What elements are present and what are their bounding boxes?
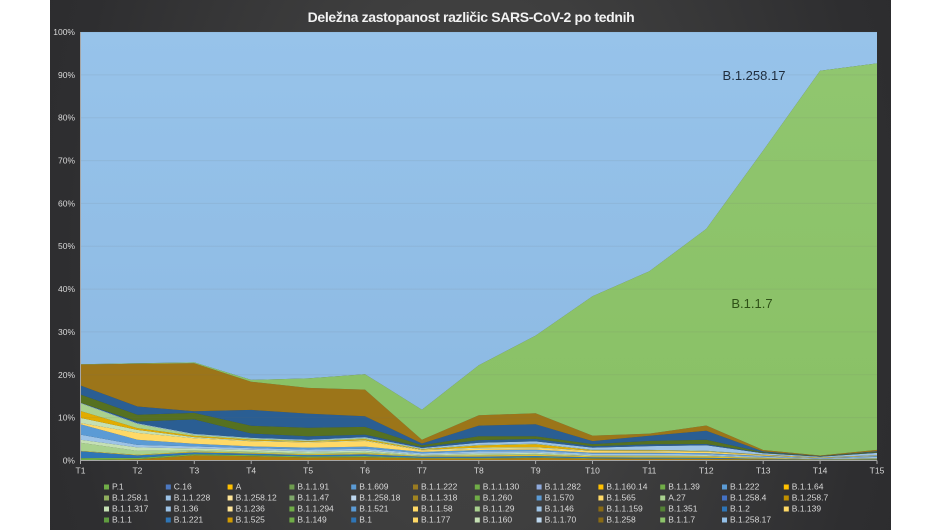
svg-text:T2: T2	[132, 466, 142, 476]
svg-text:B.1.160.14: B.1.160.14	[606, 482, 647, 492]
svg-text:B.1.1.159: B.1.1.159	[606, 504, 643, 514]
svg-text:P.1: P.1	[112, 482, 124, 492]
svg-text:T4: T4	[246, 466, 256, 476]
svg-text:T9: T9	[531, 466, 541, 476]
svg-text:10%: 10%	[58, 413, 75, 423]
svg-text:B.1.258: B.1.258	[606, 515, 636, 525]
svg-text:A: A	[236, 482, 242, 492]
svg-text:B.1.1.294: B.1.1.294	[297, 504, 334, 514]
svg-text:B.1.1.7: B.1.1.7	[668, 515, 695, 525]
svg-text:30%: 30%	[58, 327, 75, 337]
svg-text:T12: T12	[699, 466, 714, 476]
svg-text:T5: T5	[303, 466, 313, 476]
svg-text:B.1.258.7: B.1.258.7	[792, 493, 829, 503]
svg-text:B.1.570: B.1.570	[545, 493, 575, 503]
svg-text:B.1.1.58: B.1.1.58	[421, 504, 453, 514]
svg-text:B.1.1.91: B.1.1.91	[297, 482, 329, 492]
svg-text:T10: T10	[585, 466, 600, 476]
svg-text:B.1.1.70: B.1.1.70	[545, 515, 577, 525]
svg-text:T15: T15	[870, 466, 885, 476]
svg-text:B.1.2: B.1.2	[730, 504, 750, 514]
svg-text:T8: T8	[474, 466, 484, 476]
svg-text:60%: 60%	[58, 198, 75, 208]
svg-text:T6: T6	[360, 466, 370, 476]
svg-text:B.1.1.39: B.1.1.39	[668, 482, 700, 492]
svg-text:T13: T13	[756, 466, 771, 476]
svg-text:T7: T7	[417, 466, 427, 476]
svg-text:B.1.258.17: B.1.258.17	[730, 515, 771, 525]
svg-text:B.1.1.282: B.1.1.282	[545, 482, 582, 492]
svg-text:B.1.565: B.1.565	[606, 493, 636, 503]
svg-text:B.1.351: B.1.351	[668, 504, 698, 514]
svg-text:B.1.1: B.1.1	[112, 515, 132, 525]
svg-text:B.1.177: B.1.177	[421, 515, 451, 525]
svg-text:B.1.1.7: B.1.1.7	[731, 296, 772, 311]
svg-text:90%: 90%	[58, 70, 75, 80]
svg-text:0%: 0%	[63, 456, 76, 466]
svg-text:50%: 50%	[58, 241, 75, 251]
svg-text:B.1.221: B.1.221	[174, 515, 204, 525]
svg-text:B.1.149: B.1.149	[297, 515, 327, 525]
svg-text:B.1.609: B.1.609	[359, 482, 389, 492]
svg-text:B.1.1.318: B.1.1.318	[421, 493, 458, 503]
svg-text:T14: T14	[813, 466, 828, 476]
svg-text:B.1.258.17: B.1.258.17	[723, 68, 786, 83]
svg-text:B.1.160: B.1.160	[483, 515, 513, 525]
svg-text:80%: 80%	[58, 113, 75, 123]
svg-text:A.27: A.27	[668, 493, 686, 503]
svg-text:B.1.222: B.1.222	[730, 482, 760, 492]
svg-text:C.16: C.16	[174, 482, 192, 492]
svg-text:B.1.236: B.1.236	[236, 504, 266, 514]
svg-text:B.1.1.47: B.1.1.47	[297, 493, 329, 503]
svg-text:B.1.258.4: B.1.258.4	[730, 493, 767, 503]
svg-text:B.1.1.130: B.1.1.130	[483, 482, 520, 492]
svg-text:T11: T11	[642, 466, 656, 476]
svg-text:B.1.146: B.1.146	[545, 504, 575, 514]
svg-text:B.1.139: B.1.139	[792, 504, 822, 514]
svg-text:Deležna zastopanost različic S: Deležna zastopanost različic SARS-CoV-2 …	[308, 9, 635, 25]
svg-text:B.1.258.12: B.1.258.12	[236, 493, 277, 503]
svg-text:B.1.260: B.1.260	[483, 493, 513, 503]
svg-text:40%: 40%	[58, 284, 75, 294]
svg-text:T3: T3	[189, 466, 199, 476]
svg-text:B.1.521: B.1.521	[359, 504, 389, 514]
svg-text:B.1.1.64: B.1.1.64	[792, 482, 824, 492]
svg-text:B.1.1.222: B.1.1.222	[421, 482, 458, 492]
svg-text:T1: T1	[76, 466, 86, 476]
svg-text:70%: 70%	[58, 156, 75, 166]
svg-text:B.1.36: B.1.36	[174, 504, 199, 514]
svg-text:B.1.258.1: B.1.258.1	[112, 493, 149, 503]
svg-text:B.1.1.29: B.1.1.29	[483, 504, 515, 514]
svg-text:20%: 20%	[58, 370, 75, 380]
svg-text:B.1.525: B.1.525	[236, 515, 266, 525]
svg-text:B.1.258.18: B.1.258.18	[359, 493, 400, 503]
svg-text:B.1: B.1	[359, 515, 372, 525]
svg-text:B.1.1.228: B.1.1.228	[174, 493, 211, 503]
svg-text:B.1.1.317: B.1.1.317	[112, 504, 149, 514]
svg-text:100%: 100%	[53, 27, 75, 37]
